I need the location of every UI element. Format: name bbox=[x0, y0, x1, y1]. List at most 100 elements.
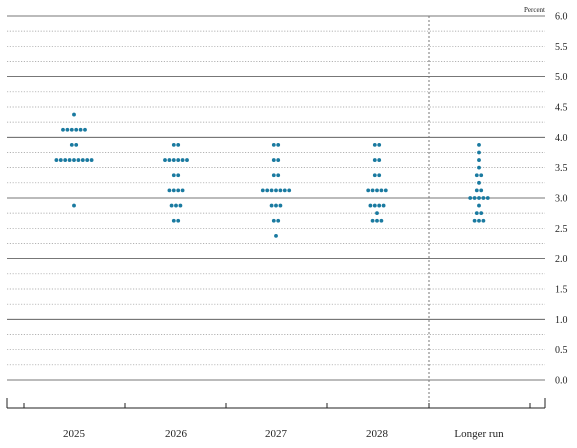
dots bbox=[54, 112, 490, 238]
y-tick-label-4.5: 4.5 bbox=[555, 102, 568, 113]
dot-longer-run-2.75-1 bbox=[479, 211, 484, 216]
dot-2026-3.125-3 bbox=[180, 188, 185, 193]
dot-longer-run-3.125-1 bbox=[479, 188, 484, 193]
dot-longer-run-2.75-0 bbox=[474, 211, 479, 216]
dot-2027-3.875-1 bbox=[276, 143, 281, 147]
y-tick-label-3.0: 3.0 bbox=[555, 193, 568, 204]
x-label-longer-run: Longer run bbox=[454, 428, 504, 440]
dot-2027-3.625-1 bbox=[276, 158, 281, 162]
dot-2028-3.625-0 bbox=[372, 158, 377, 162]
y-tick-label-5.5: 5.5 bbox=[555, 42, 568, 53]
dot-2027-3.375-1 bbox=[276, 173, 281, 178]
dot-2027-3.125-6 bbox=[287, 188, 292, 193]
dot-2028-2.875-3 bbox=[381, 203, 386, 208]
dot-2028-2.875-1 bbox=[372, 203, 377, 208]
dot-2026-3.125-0 bbox=[167, 188, 172, 193]
dot-2026-3.625-1 bbox=[167, 158, 172, 162]
dot-longer-run-2.875-0 bbox=[477, 203, 481, 208]
dot-longer-run-3-1 bbox=[472, 196, 477, 200]
dot-2028-3.625-1 bbox=[377, 158, 382, 162]
dot-2027-3.125-3 bbox=[274, 188, 278, 193]
dot-2026-3.625-3 bbox=[176, 158, 181, 162]
dot-2025-3.625-2 bbox=[63, 158, 68, 162]
dot-longer-run-3-2 bbox=[477, 196, 481, 200]
dot-2028-3.125-2 bbox=[375, 188, 379, 193]
dot-2026-3.875-0 bbox=[171, 143, 176, 147]
dot-2027-2.375-0 bbox=[274, 234, 278, 238]
dot-longer-run-2.625-1 bbox=[477, 218, 481, 223]
dot-2028-2.625-1 bbox=[375, 218, 379, 223]
dot-2026-2.625-1 bbox=[176, 218, 181, 223]
y-tick-label-5.0: 5.0 bbox=[555, 72, 568, 83]
dot-longer-run-2.625-0 bbox=[472, 218, 477, 223]
dot-2027-2.625-1 bbox=[276, 218, 281, 223]
gridlines bbox=[7, 15, 545, 381]
dot-2025-3.875-0 bbox=[69, 143, 74, 147]
dot-2025-3.625-0 bbox=[54, 158, 59, 162]
dot-2026-3.875-1 bbox=[176, 143, 181, 147]
x-label-2028: 2028 bbox=[366, 428, 389, 440]
dot-longer-run-3-0 bbox=[468, 196, 473, 200]
dot-2026-3.625-5 bbox=[185, 158, 189, 162]
dot-2025-3.625-4 bbox=[72, 158, 76, 162]
dot-2027-3.125-1 bbox=[265, 188, 270, 193]
dot-longer-run-3-3 bbox=[481, 196, 486, 200]
dot-2028-3.125-3 bbox=[379, 188, 384, 193]
y-tick-label-1.0: 1.0 bbox=[555, 315, 568, 326]
dot-2026-3.625-2 bbox=[171, 158, 176, 162]
y-tick-label-2.5: 2.5 bbox=[555, 224, 568, 235]
dot-2025-3.625-8 bbox=[89, 158, 94, 162]
y-axis-unit-label: Percent bbox=[524, 6, 545, 14]
dot-2028-2.875-2 bbox=[377, 203, 382, 208]
dot-2026-2.875-0 bbox=[169, 203, 174, 208]
dot-2028-3.125-0 bbox=[366, 188, 371, 193]
dot-2027-3.125-2 bbox=[269, 188, 274, 193]
dot-2028-3.375-0 bbox=[372, 173, 377, 178]
dot-longer-run-3.125-0 bbox=[474, 188, 479, 193]
y-tick-label-3.5: 3.5 bbox=[555, 163, 568, 174]
dot-2028-2.75-0 bbox=[375, 211, 379, 216]
dot-2027-3.125-4 bbox=[278, 188, 283, 193]
dot-2027-3.125-0 bbox=[260, 188, 265, 193]
y-axis-tick-labels: 0.0 0.5 1.0 1.5 2.0 2.5 3.0 3.5 4.0 4.5 5.0 5.5 6.0 bbox=[555, 11, 568, 386]
dot-2028-2.875-0 bbox=[368, 203, 373, 208]
y-tick-label-6.0: 6.0 bbox=[555, 11, 568, 22]
dot-2028-3.875-1 bbox=[377, 143, 382, 147]
x-axis-category-labels: 2025 2026 2027 2028 Longer run bbox=[63, 428, 504, 440]
dot-2025-3.625-7 bbox=[85, 158, 90, 162]
dot-longer-run-2.625-2 bbox=[481, 218, 486, 223]
dot-2025-3.625-6 bbox=[80, 158, 85, 162]
dot-longer-run-3.375-1 bbox=[479, 173, 484, 178]
dot-2025-4.125-5 bbox=[83, 127, 87, 132]
dot-2028-3.875-0 bbox=[372, 143, 377, 147]
dot-2026-3.125-1 bbox=[171, 188, 176, 193]
dot-2027-3.625-0 bbox=[271, 158, 276, 162]
dot-longer-run-3.375-0 bbox=[474, 173, 479, 178]
x-label-2025: 2025 bbox=[63, 428, 86, 440]
x-label-2027: 2027 bbox=[265, 428, 288, 440]
dot-2025-3.625-5 bbox=[76, 158, 81, 162]
dot-longer-run-3.75-0 bbox=[477, 150, 481, 155]
dot-2025-3.625-1 bbox=[58, 158, 63, 162]
dot-2028-2.625-2 bbox=[379, 218, 384, 223]
dot-2025-4.125-0 bbox=[61, 127, 65, 132]
y-tick-label-1.5: 1.5 bbox=[555, 284, 568, 295]
dot-2027-3.375-0 bbox=[271, 173, 276, 178]
dot-2025-4.375-0 bbox=[72, 112, 76, 117]
dot-2028-3.375-1 bbox=[377, 173, 382, 178]
dot-2026-3.375-0 bbox=[171, 173, 176, 178]
dot-2027-2.875-2 bbox=[278, 203, 283, 208]
dot-2025-4.125-4 bbox=[78, 127, 83, 132]
y-tick-label-4.0: 4.0 bbox=[555, 133, 568, 144]
dot-longer-run-3.875-0 bbox=[477, 143, 481, 147]
dot-2025-4.125-2 bbox=[69, 127, 74, 132]
dot-2026-3.125-2 bbox=[176, 188, 181, 193]
dot-2025-3.875-1 bbox=[74, 143, 79, 147]
dot-2026-3.375-1 bbox=[176, 173, 181, 178]
dot-2027-2.875-1 bbox=[274, 203, 278, 208]
dot-longer-run-3-4 bbox=[485, 196, 490, 200]
dot-2028-3.125-1 bbox=[370, 188, 375, 193]
y-tick-label-0.0: 0.0 bbox=[555, 376, 568, 387]
dot-2025-2.875-0 bbox=[72, 203, 76, 208]
dot-2028-3.125-4 bbox=[383, 188, 388, 193]
